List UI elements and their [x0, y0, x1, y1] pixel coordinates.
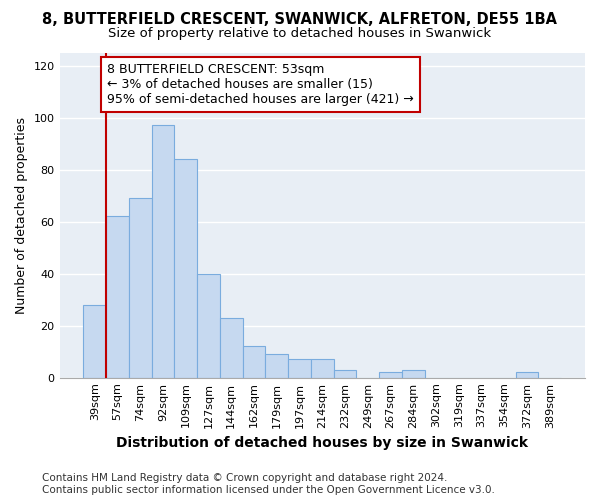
Bar: [379, 372, 402, 378]
Bar: [152, 126, 175, 378]
Bar: [175, 159, 197, 378]
Bar: [288, 360, 311, 378]
Bar: [242, 346, 265, 378]
Bar: [402, 370, 425, 378]
Text: Contains HM Land Registry data © Crown copyright and database right 2024.
Contai: Contains HM Land Registry data © Crown c…: [42, 474, 495, 495]
Bar: [265, 354, 288, 378]
Bar: [334, 370, 356, 378]
Bar: [515, 372, 538, 378]
Bar: [83, 305, 106, 378]
Text: 8 BUTTERFIELD CRESCENT: 53sqm
← 3% of detached houses are smaller (15)
95% of se: 8 BUTTERFIELD CRESCENT: 53sqm ← 3% of de…: [107, 63, 414, 106]
Text: 8, BUTTERFIELD CRESCENT, SWANWICK, ALFRETON, DE55 1BA: 8, BUTTERFIELD CRESCENT, SWANWICK, ALFRE…: [43, 12, 557, 28]
Bar: [220, 318, 242, 378]
X-axis label: Distribution of detached houses by size in Swanwick: Distribution of detached houses by size …: [116, 436, 528, 450]
Bar: [129, 198, 152, 378]
Y-axis label: Number of detached properties: Number of detached properties: [15, 116, 28, 314]
Bar: [197, 274, 220, 378]
Bar: [106, 216, 129, 378]
Bar: [311, 360, 334, 378]
Text: Size of property relative to detached houses in Swanwick: Size of property relative to detached ho…: [109, 28, 491, 40]
